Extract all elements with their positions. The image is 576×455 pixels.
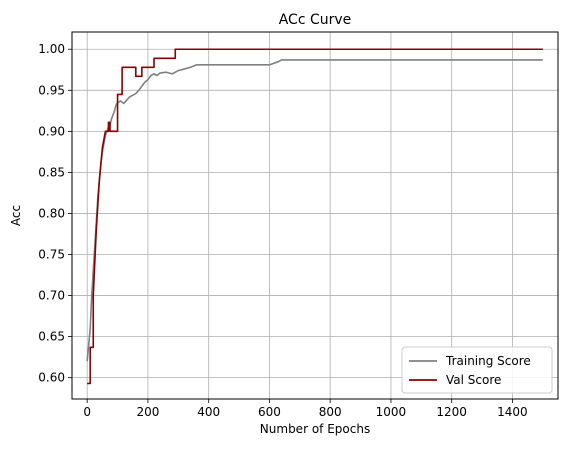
- legend-label: Training Score: [445, 354, 531, 368]
- x-tick-label: 200: [136, 405, 159, 419]
- x-tick-label: 1400: [497, 405, 528, 419]
- y-axis-label: Acc: [9, 205, 23, 226]
- y-tick-label: 0.85: [38, 165, 65, 179]
- series-line-0: [86, 59, 543, 362]
- y-tick-label: 0.65: [38, 330, 65, 344]
- legend: Training Score Val Score: [401, 346, 553, 394]
- y-axis-ticks: 0.60 0.65 0.70 0.75 0.80 0.85 0.90 0.95 1.00: [38, 42, 72, 385]
- y-tick-label: 0.70: [38, 289, 65, 303]
- x-tick-label: 800: [319, 405, 342, 419]
- series-lines: [86, 48, 543, 385]
- x-tick-label: 0: [83, 405, 91, 419]
- y-tick-label: 0.60: [38, 371, 65, 385]
- grid-lines: [72, 32, 558, 399]
- y-tick-label: 0.80: [38, 206, 65, 220]
- series-line-1: [87, 48, 543, 385]
- plot-frame: [71, 31, 559, 400]
- legend-box: [401, 346, 553, 394]
- y-tick-label: 1.00: [38, 42, 65, 56]
- x-axis-label: Number of Epochs: [260, 422, 370, 436]
- y-tick-label: 0.75: [38, 247, 65, 261]
- x-tick-label: 1200: [436, 405, 467, 419]
- y-tick-label: 0.95: [38, 83, 65, 97]
- chart-title: ACc Curve: [279, 12, 352, 28]
- legend-label: Val Score: [446, 373, 501, 387]
- y-tick-label: 0.90: [38, 124, 65, 138]
- x-tick-label: 600: [258, 405, 281, 419]
- x-tick-label: 400: [197, 405, 220, 419]
- x-tick-label: 1000: [376, 405, 407, 419]
- x-axis-ticks: 0 200 400 600 800 1000 1200 1400: [83, 399, 528, 419]
